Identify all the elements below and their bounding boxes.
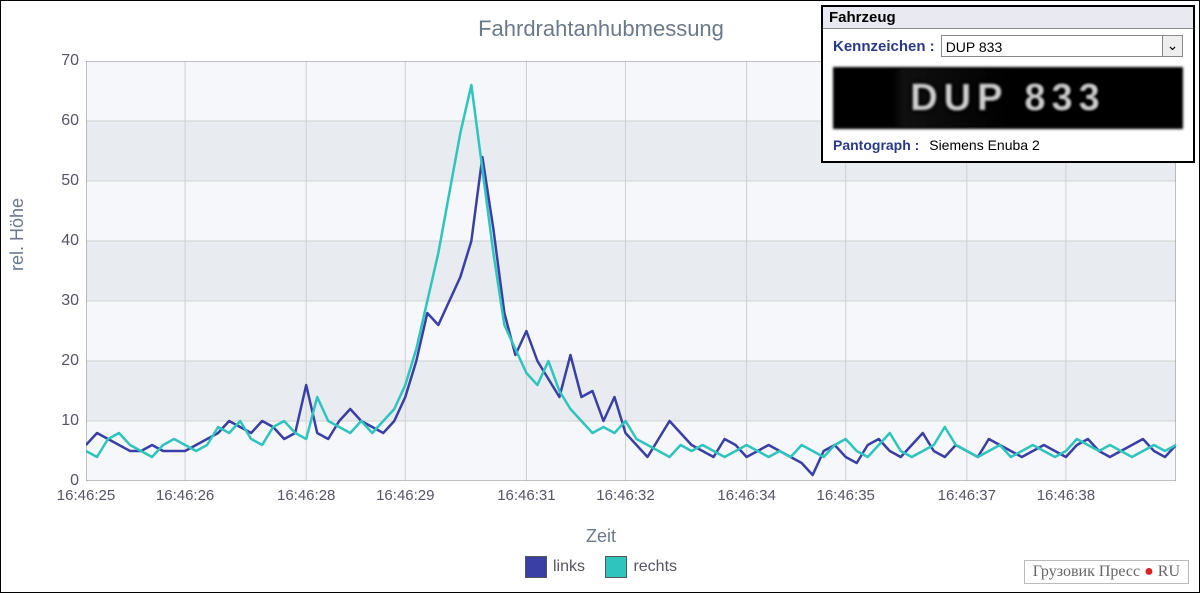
watermark-dot: ● xyxy=(1144,563,1154,580)
chart-container: Fahrdrahtanhubmessung rel. Höhe Zeit 010… xyxy=(0,0,1200,593)
y-tick: 30 xyxy=(19,292,79,310)
panel-header: Fahrzeug xyxy=(823,7,1193,29)
vehicle-panel: Fahrzeug Kennzeichen : DUP 833 ⌄ DUP 833… xyxy=(821,5,1195,163)
x-tick: 16:46:25 xyxy=(57,487,115,504)
x-tick: 16:46:32 xyxy=(596,487,654,504)
kennzeichen-label: Kennzeichen : xyxy=(833,38,935,55)
kennzeichen-row: Kennzeichen : DUP 833 ⌄ xyxy=(823,29,1193,63)
pantograph-value: Siemens Enuba 2 xyxy=(929,137,1040,153)
x-tick: 16:46:29 xyxy=(376,487,434,504)
x-axis-label: Zeit xyxy=(1,526,1200,547)
legend: links rechts xyxy=(1,556,1200,583)
legend-label-links: links xyxy=(553,558,585,576)
y-tick: 50 xyxy=(19,172,79,190)
chevron-down-icon: ⌄ xyxy=(1162,36,1182,56)
license-plate-image: DUP 833 xyxy=(833,67,1183,129)
x-tick: 16:46:35 xyxy=(816,487,874,504)
x-tick: 16:46:26 xyxy=(156,487,214,504)
legend-item-links: links xyxy=(525,556,585,578)
legend-label-rechts: rechts xyxy=(633,558,677,576)
pantograph-row: Pantograph : Siemens Enuba 2 xyxy=(823,133,1193,161)
y-tick: 60 xyxy=(19,112,79,130)
legend-swatch-rechts xyxy=(605,556,627,578)
x-tick: 16:46:31 xyxy=(497,487,555,504)
watermark-text1: Грузовик Пресс xyxy=(1033,563,1140,580)
legend-swatch-links xyxy=(525,556,547,578)
watermark: Грузовик Пресс ● RU xyxy=(1024,560,1189,584)
x-tick: 16:46:37 xyxy=(938,487,996,504)
y-tick: 70 xyxy=(19,52,79,70)
y-tick: 10 xyxy=(19,412,79,430)
kennzeichen-value: DUP 833 xyxy=(946,39,1003,55)
x-tick: 16:46:28 xyxy=(277,487,335,504)
y-tick: 40 xyxy=(19,232,79,250)
kennzeichen-select[interactable]: DUP 833 ⌄ xyxy=(941,35,1183,57)
watermark-text2: RU xyxy=(1158,563,1180,580)
y-tick: 20 xyxy=(19,352,79,370)
pantograph-label: Pantograph : xyxy=(833,137,919,153)
x-tick: 16:46:34 xyxy=(717,487,775,504)
legend-item-rechts: rechts xyxy=(605,556,677,578)
x-tick: 16:46:38 xyxy=(1037,487,1095,504)
